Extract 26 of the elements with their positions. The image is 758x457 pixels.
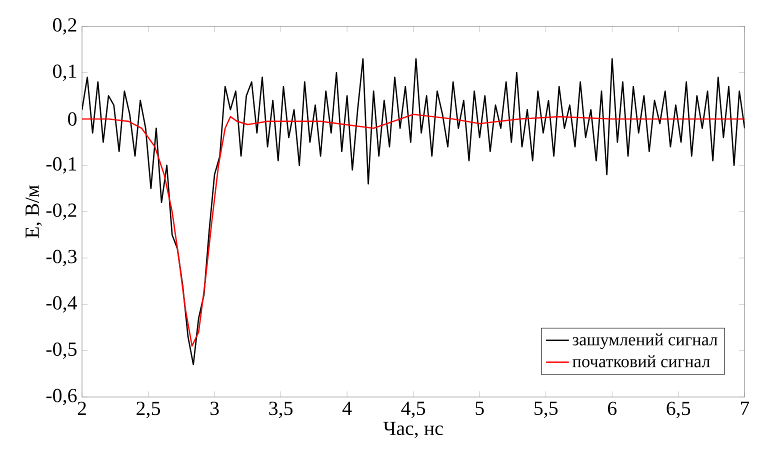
y-tick-label: -0,4: [46, 296, 77, 313]
x-tick-label: 5: [476, 402, 484, 415]
y-axis-title: E, В/м: [26, 185, 42, 238]
legend-label: зашумлений сигнал: [572, 333, 718, 350]
x-tick-label: 7: [740, 402, 750, 415]
x-tick-label: 4,5: [401, 402, 426, 418]
x-tick-label: 3,5: [269, 402, 293, 418]
y-tick-label: 0,2: [53, 18, 76, 35]
x-tick-label: 2: [78, 402, 86, 415]
line-series: [82, 114, 745, 347]
legend-label: початковий сигнал: [572, 355, 710, 368]
y-tick-label: -0,6: [46, 388, 77, 406]
y-tick-label: -0,1: [46, 157, 76, 174]
y-tick-label: 0,1: [53, 64, 76, 81]
x-tick-label: 6: [608, 402, 617, 416]
x-axis-title: Час, нс: [383, 422, 443, 438]
y-tick-label: -0,3: [46, 250, 77, 266]
x-tick-label: 5,5: [534, 402, 558, 418]
x-tick-label: 6,5: [666, 402, 690, 418]
y-tick-label: -0,5: [46, 342, 77, 359]
line-series: [82, 58, 745, 366]
y-tick-label: -0,2: [46, 203, 76, 220]
x-tick-label: 2,5: [136, 402, 160, 418]
x-tick-label: 3: [210, 402, 219, 416]
y-tick-label: 0: [68, 112, 77, 126]
x-tick-label: 4: [342, 402, 352, 415]
